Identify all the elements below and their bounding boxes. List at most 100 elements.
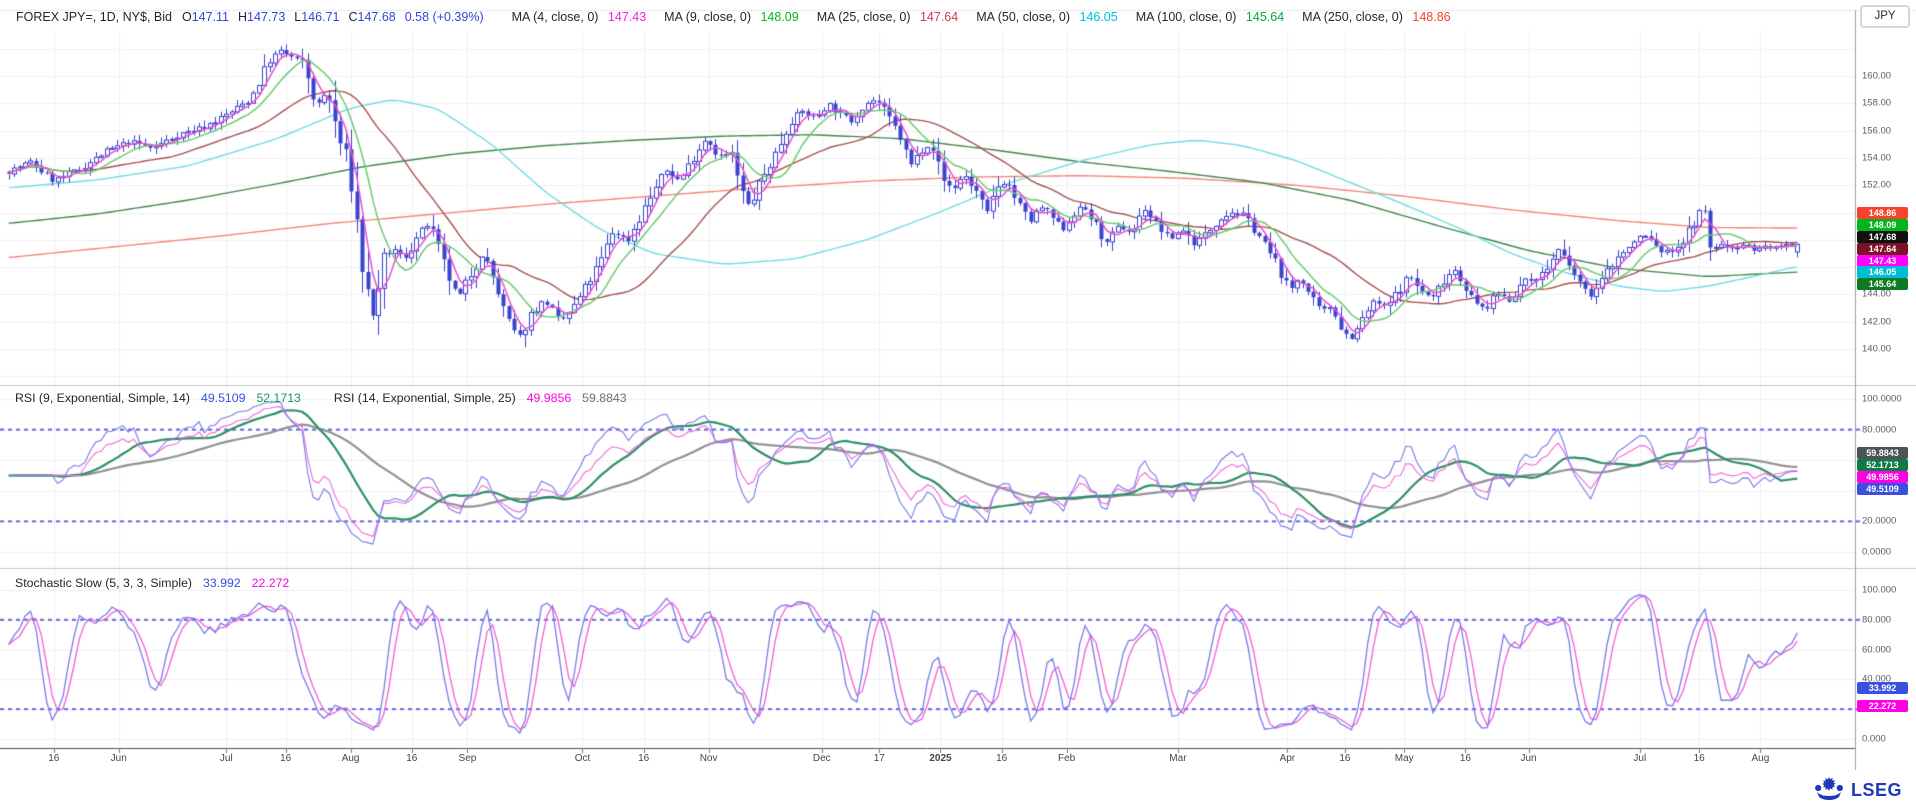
axis-price-badge: 148.09 [1857,219,1908,232]
lseg-crest-icon [1813,775,1845,803]
time-axis-label: Oct [574,753,591,764]
axis-label: 60.000 [1862,644,1892,656]
lseg-logo-text: LSEG [1850,780,1902,800]
ma-legend-item[interactable]: MA (100, close, 0) 145.64 [1136,10,1284,24]
indicator-title: RSI (9, Exponential, Simple, 14) [15,391,190,405]
time-axis-label: 16 [996,753,1008,764]
ma-value: 147.43 [607,10,647,24]
ma-value: 148.09 [760,10,799,24]
axis-price-badge: 146.05 [1857,266,1908,279]
axis-label: 0.0000 [1862,546,1892,558]
axis-label: 156.00 [1862,125,1892,137]
time-axis-label: Sep [458,753,477,764]
ma-legend-item[interactable]: MA (4, close, 0) 147.43 [512,10,647,24]
ohlc-value: 147.73 [247,10,286,24]
ma-legend-item[interactable]: MA (250, close, 0) 148.86 [1302,10,1450,24]
axis-price-badge: 49.9856 [1857,470,1908,483]
currency-axis-button[interactable]: JPY [1860,5,1910,28]
ohlc-value: 147.68 [357,10,396,24]
indicator-title: Stochastic Slow (5, 3, 3, Simple) [15,576,193,590]
time-axis-label: 16 [638,753,650,764]
ohlc-label: L [294,10,302,24]
indicator-value: 22.272 [251,576,290,590]
ohlc-value: 147.11 [191,10,230,24]
time-axis-label: 16 [1459,753,1471,764]
axis-label: 140.00 [1862,343,1892,355]
time-axis-label: Apr [1279,753,1296,764]
axis-price-badge: 52.1713 [1857,459,1908,472]
time-axis-label: 2025 [929,753,952,764]
time-axis-label: Jun [110,753,127,764]
axis-label: 100.0000 [1862,393,1902,405]
ohlc-legend: O147.11 H147.73 L146.71 C147.68 0.58 (+0.39%… [182,10,484,24]
indicator-value: 49.9856 [526,391,572,405]
axis-price-badge: 148.86 [1857,207,1908,220]
time-axis-label: Nov [699,753,718,764]
ma-value: 148.86 [1412,10,1451,24]
lseg-logo: LSEG [1813,775,1902,803]
axis-price-badge: 145.64 [1857,278,1908,291]
ma-label: MA (25, close, 0) [816,10,914,24]
axis-price-badge: 59.8843 [1857,447,1908,460]
time-axis-label: 16 [1693,753,1705,764]
indicator-legend-group: Stochastic Slow (5, 3, 3, Simple) 33.992 2… [15,576,300,590]
axis-price-badge: 147.64 [1857,242,1908,255]
ma-label: MA (9, close, 0) [664,10,755,24]
time-axis-label: Jun [1520,753,1537,764]
axis-price-badge: 49.5109 [1857,482,1908,495]
axis-label: 154.00 [1862,152,1892,164]
ma-label: MA (100, close, 0) [1135,10,1240,24]
ohlc-label: C [348,10,358,24]
time-axis-label: Jul [1633,753,1647,764]
axis-price-badge: 22.272 [1857,699,1908,712]
indicator-value: 49.5109 [200,391,246,405]
axis-label: 0.000 [1862,733,1886,745]
ma-legend-item[interactable]: MA (25, close, 0) 147.64 [817,10,959,24]
ma-label: MA (4, close, 0) [511,10,602,24]
main-legend[interactable]: FOREX JPY=, 1D, NY$, Bid O147.11 H147.73 L… [16,8,1451,26]
time-axis-label: Feb [1058,753,1076,764]
ma-legend: MA (4, close, 0) 147.43 MA (9, close, 0) … [494,10,1451,24]
axis-label: 144.00 [1862,288,1892,300]
time-axis-label: Mar [1169,753,1187,764]
ohlc-label: O [181,10,192,24]
axis-label: 80.000 [1862,614,1892,626]
ma-legend-item[interactable]: MA (9, close, 0) 148.09 [664,10,799,24]
axis-label: 80.0000 [1862,424,1897,436]
indicator-legend-group: RSI (9, Exponential, Simple, 14) 49.5109 5… [15,391,312,405]
change-value: 0.58 (+0.39%) [404,10,484,24]
symbol-info: FOREX JPY=, 1D, NY$, Bid [16,10,172,24]
stoch-legend[interactable]: Stochastic Slow (5, 3, 3, Simple) 33.992 2… [15,576,300,590]
indicator-value: 59.8843 [582,391,627,405]
ma-value: 146.05 [1079,10,1118,24]
time-axis-label: Jul [219,753,233,764]
axis-label: 152.00 [1862,179,1892,191]
ma-label: MA (250, close, 0) [1302,10,1407,24]
axis-price-badge: 33.992 [1857,682,1908,695]
time-axis-label: 16 [48,753,60,764]
ma-value: 145.64 [1245,10,1285,24]
indicator-legend-group: RSI (14, Exponential, Simple, 25) 49.9856… [334,391,638,405]
axis-label: 100.000 [1862,584,1897,596]
time-axis-label: 17 [873,753,885,764]
ohlc-value: 146.71 [301,10,340,24]
ma-legend-item[interactable]: MA (50, close, 0) 146.05 [976,10,1118,24]
axis-label: 158.00 [1862,97,1892,109]
rsi-legend[interactable]: RSI (9, Exponential, Simple, 14) 49.5109 5… [15,391,638,405]
axis-label: 160.00 [1862,70,1892,82]
indicator-value: 33.992 [203,576,241,590]
indicator-title: RSI (14, Exponential, Simple, 25) [333,391,516,405]
ma-value: 147.64 [919,10,959,24]
time-axis-label: May [1394,753,1414,764]
time-axis-label: 16 [280,753,292,764]
time-axis-label: 16 [1339,753,1351,764]
time-axis-label: 16 [406,753,418,764]
axis-label: 40.000 [1862,673,1892,685]
axis-price-badge: 147.68 [1857,230,1908,243]
time-axis-label: Aug [1751,753,1770,764]
axis-price-badge: 147.43 [1857,254,1908,267]
axis-label: 142.00 [1862,316,1892,328]
ma-label: MA (50, close, 0) [976,10,1074,24]
